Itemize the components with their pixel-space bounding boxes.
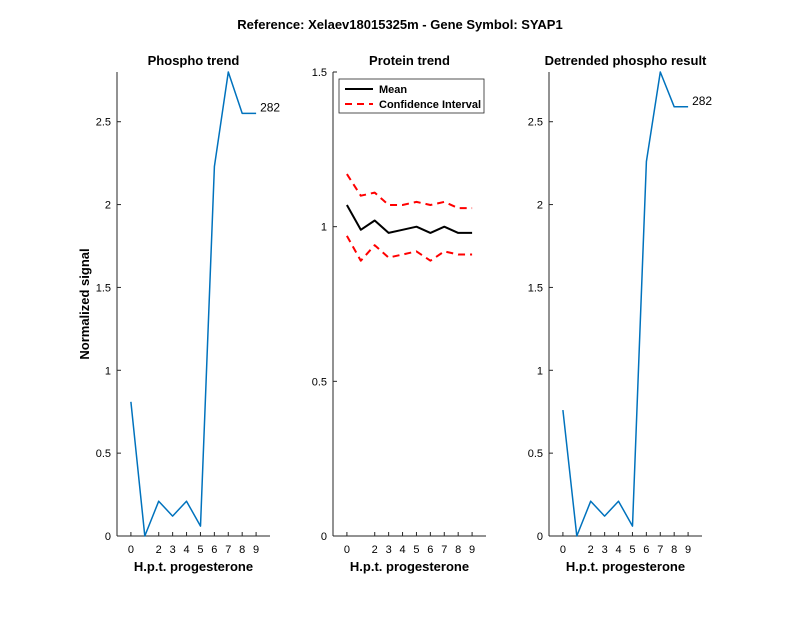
panel-title: Phospho trend — [148, 53, 240, 68]
x-tick-label: 3 — [170, 544, 176, 556]
x-tick-label: 8 — [455, 544, 461, 556]
x-tick-label: 2 — [156, 544, 162, 556]
y-tick-label: 0.5 — [96, 448, 111, 460]
y-tick-label: 2.5 — [528, 117, 543, 129]
y-tick-label: 0.5 — [312, 376, 327, 388]
x-axis-label: H.p.t. progesterone — [134, 559, 253, 574]
x-tick-label: 4 — [615, 544, 621, 556]
y-tick-label: 2 — [105, 200, 111, 212]
y-tick-label: 0 — [321, 531, 327, 543]
x-axis-label: H.p.t. progesterone — [350, 559, 469, 574]
series-line-1 — [346, 204, 473, 234]
y-tick-label: 2.5 — [96, 117, 111, 129]
y-axis-label: Normalized signal — [77, 248, 92, 359]
y-tick-label: 1 — [105, 365, 111, 377]
y-tick-label: 0.5 — [528, 448, 543, 460]
x-tick-label: 3 — [386, 544, 392, 556]
x-tick-label: 5 — [197, 544, 203, 556]
series-line-3 — [346, 235, 473, 262]
y-tick-label: 1.5 — [528, 282, 543, 294]
legend-entry: Mean — [379, 84, 407, 96]
x-tick-label: 5 — [629, 544, 635, 556]
panel-title: Detrended phospho result — [545, 53, 707, 68]
x-tick-label: 4 — [399, 544, 405, 556]
panel-2: Protein trend 0 0.5 1 1.5 0 2 3 4 5 6 7 8 9H.p.t. pro… — [312, 53, 486, 574]
x-tick-label: 2 — [372, 544, 378, 556]
x-tick-label: 9 — [685, 544, 691, 556]
figure-title: Reference: Xelaev18015325m - Gene Symbol… — [237, 17, 562, 32]
x-tick-label: 6 — [211, 544, 217, 556]
series-end-label: 282 — [260, 100, 280, 114]
series-line-1 — [130, 71, 257, 537]
legend-box — [338, 78, 485, 114]
x-tick-label: 8 — [671, 544, 677, 556]
series-end-label: 282 — [692, 94, 712, 108]
x-tick-label: 5 — [413, 544, 419, 556]
y-tick-label: 1 — [537, 365, 543, 377]
series-line-2 — [346, 173, 473, 210]
x-tick-label: 7 — [225, 544, 231, 556]
x-tick-label: 7 — [657, 544, 663, 556]
x-tick-label: 0 — [128, 544, 134, 556]
x-tick-label: 9 — [253, 544, 259, 556]
x-tick-label: 8 — [239, 544, 245, 556]
x-tick-label: 9 — [469, 544, 475, 556]
x-tick-label: 7 — [441, 544, 447, 556]
y-tick-label: 1 — [321, 222, 327, 234]
series-line-1 — [562, 71, 689, 537]
y-tick-label: 0 — [537, 531, 543, 543]
y-tick-label: 0 — [105, 531, 111, 543]
x-tick-label: 6 — [643, 544, 649, 556]
x-tick-label: 0 — [560, 544, 566, 556]
x-tick-label: 6 — [427, 544, 433, 556]
x-axis-label: H.p.t. progesterone — [566, 559, 685, 574]
y-tick-label: 1.5 — [312, 67, 327, 79]
y-tick-label: 1.5 — [96, 282, 111, 294]
x-tick-label: 4 — [183, 544, 189, 556]
x-tick-label: 3 — [602, 544, 608, 556]
x-tick-label: 2 — [588, 544, 594, 556]
y-tick-label: 2 — [537, 200, 543, 212]
panel-title: Protein trend — [369, 53, 450, 68]
x-tick-label: 0 — [344, 544, 350, 556]
legend-entry: Confidence Interval — [379, 99, 481, 111]
